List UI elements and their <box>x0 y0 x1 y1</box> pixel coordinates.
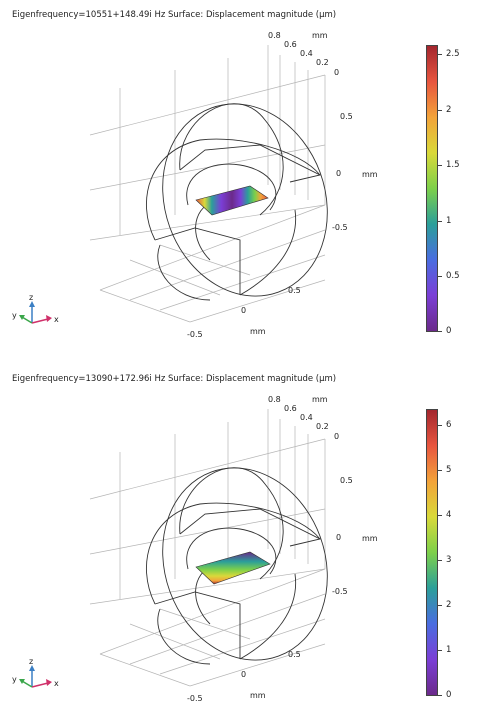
right-tick-0: 0.5 <box>340 112 353 121</box>
top-tick-1: 0.6 <box>284 40 297 49</box>
top-tick-1: 0.6 <box>284 404 297 413</box>
top-tick-4: 0 <box>334 432 339 441</box>
bottom-tick-2: -0.5 <box>187 330 203 339</box>
top-tick-0: 0.8 <box>268 31 281 40</box>
top-axis-unit: mm <box>312 395 328 404</box>
top-tick-3: 0.2 <box>316 58 329 67</box>
colorbar-tick: 2 <box>446 105 452 115</box>
bottom-tick-0: 0.5 <box>288 650 301 659</box>
right-tick-1: 0 <box>336 169 341 178</box>
right-tick-2: -0.5 <box>332 587 348 596</box>
geometry-wireframe <box>146 103 328 301</box>
plot-title: Eigenfrequency=13090+172.96i Hz Surface:… <box>12 374 337 384</box>
colorbar-tick: 6 <box>446 420 452 430</box>
bottom-axis-unit: mm <box>250 691 266 700</box>
triad-x-label: x <box>54 679 59 688</box>
geometry-wireframe <box>146 467 328 665</box>
plot-panel-1: 0.8 0.6 0.4 0.2 0 mm 0.5 0 -0.5 mm 0.5 0… <box>0 0 498 350</box>
right-tick-1: 0 <box>336 533 341 542</box>
colorbar-tick: 0 <box>446 690 452 700</box>
displacement-surface <box>195 551 271 585</box>
plot-3d-view[interactable]: 0.8 0.6 0.4 0.2 0 mm 0.5 0 -0.5 mm 0.5 0… <box>0 0 498 350</box>
displacement-surface <box>195 185 269 216</box>
colorbar <box>426 45 438 332</box>
triad-z-label: z <box>29 657 33 666</box>
bottom-tick-1: 0 <box>241 306 246 315</box>
colorbar-tick: 0.5 <box>446 271 460 281</box>
triad-z-label: z <box>29 293 33 302</box>
colorbar-tick: 4 <box>446 510 452 520</box>
bottom-tick-1: 0 <box>241 670 246 679</box>
plot-title: Eigenfrequency=10551+148.49i Hz Surface:… <box>12 10 337 20</box>
triad-y-label: y <box>12 311 17 320</box>
grid-lines <box>89 409 326 687</box>
colorbar <box>426 409 438 696</box>
bottom-tick-0: 0.5 <box>288 286 301 295</box>
plot-panel-2: 0.8 0.6 0.4 0.2 0 mm 0.5 0 -0.5 mm 0.5 0… <box>0 364 498 714</box>
right-tick-2: -0.5 <box>332 223 348 232</box>
colorbar-tick: 5 <box>446 465 452 475</box>
top-tick-2: 0.4 <box>300 413 313 422</box>
colorbar-tick: 1.5 <box>446 160 460 170</box>
triad-x-label: x <box>54 315 59 324</box>
bottom-tick-2: -0.5 <box>187 694 203 703</box>
axis-triad: z x y <box>12 657 59 688</box>
top-tick-4: 0 <box>334 68 339 77</box>
top-tick-3: 0.2 <box>316 422 329 431</box>
right-tick-0: 0.5 <box>340 476 353 485</box>
colorbar-tick: 1 <box>446 645 452 655</box>
colorbar-tick: 3 <box>446 555 452 565</box>
colorbar-tick: 2 <box>446 600 452 610</box>
top-tick-0: 0.8 <box>268 395 281 404</box>
top-tick-2: 0.4 <box>300 49 313 58</box>
colorbar-tick: 1 <box>446 216 452 226</box>
grid-lines <box>89 45 326 323</box>
axis-triad: z x y <box>12 293 59 324</box>
right-axis-unit: mm <box>362 534 378 543</box>
colorbar-tick: 0 <box>446 326 452 336</box>
right-axis-unit: mm <box>362 170 378 179</box>
triad-y-label: y <box>12 675 17 684</box>
plot-3d-view[interactable]: 0.8 0.6 0.4 0.2 0 mm 0.5 0 -0.5 mm 0.5 0… <box>0 364 498 714</box>
bottom-axis-unit: mm <box>250 327 266 336</box>
colorbar-tick: 2.5 <box>446 49 460 59</box>
top-axis-unit: mm <box>312 31 328 40</box>
